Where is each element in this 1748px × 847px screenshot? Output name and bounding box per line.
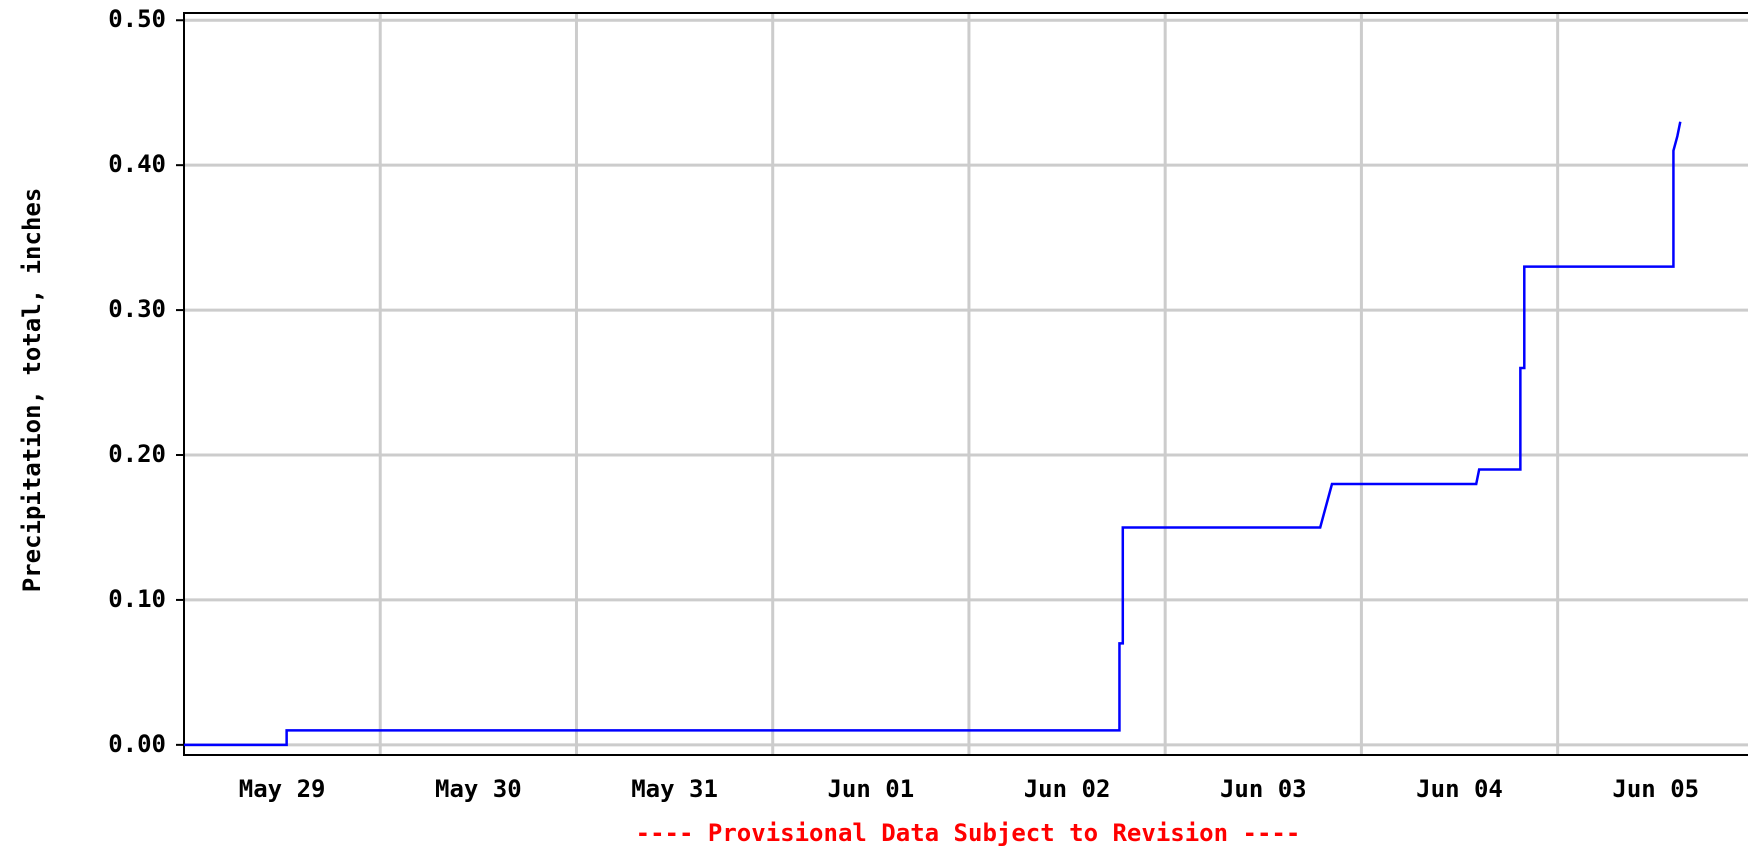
plot-frame xyxy=(183,12,1748,756)
x-tick-label: Jun 02 xyxy=(1024,775,1111,803)
x-tick-label: Jun 01 xyxy=(827,775,914,803)
x-tick-label: May 31 xyxy=(631,775,718,803)
y-axis-label: Precipitation, total, inches xyxy=(18,188,46,593)
x-tick-label: May 30 xyxy=(435,775,522,803)
x-tick-label: Jun 04 xyxy=(1416,775,1503,803)
y-tick-label: 0.10 xyxy=(108,585,166,613)
x-tick-label: Jun 05 xyxy=(1612,775,1699,803)
x-tick-label: May 29 xyxy=(239,775,326,803)
y-tick-label: 0.00 xyxy=(108,730,166,758)
footer-note: ---- Provisional Data Subject to Revisio… xyxy=(636,819,1301,847)
y-tick-label: 0.40 xyxy=(108,150,166,178)
y-tick-label: 0.30 xyxy=(108,295,166,323)
y-tick-label: 0.50 xyxy=(108,5,166,33)
y-tick-label: 0.20 xyxy=(108,440,166,468)
x-tick-label: Jun 03 xyxy=(1220,775,1307,803)
data-line xyxy=(184,121,1682,747)
